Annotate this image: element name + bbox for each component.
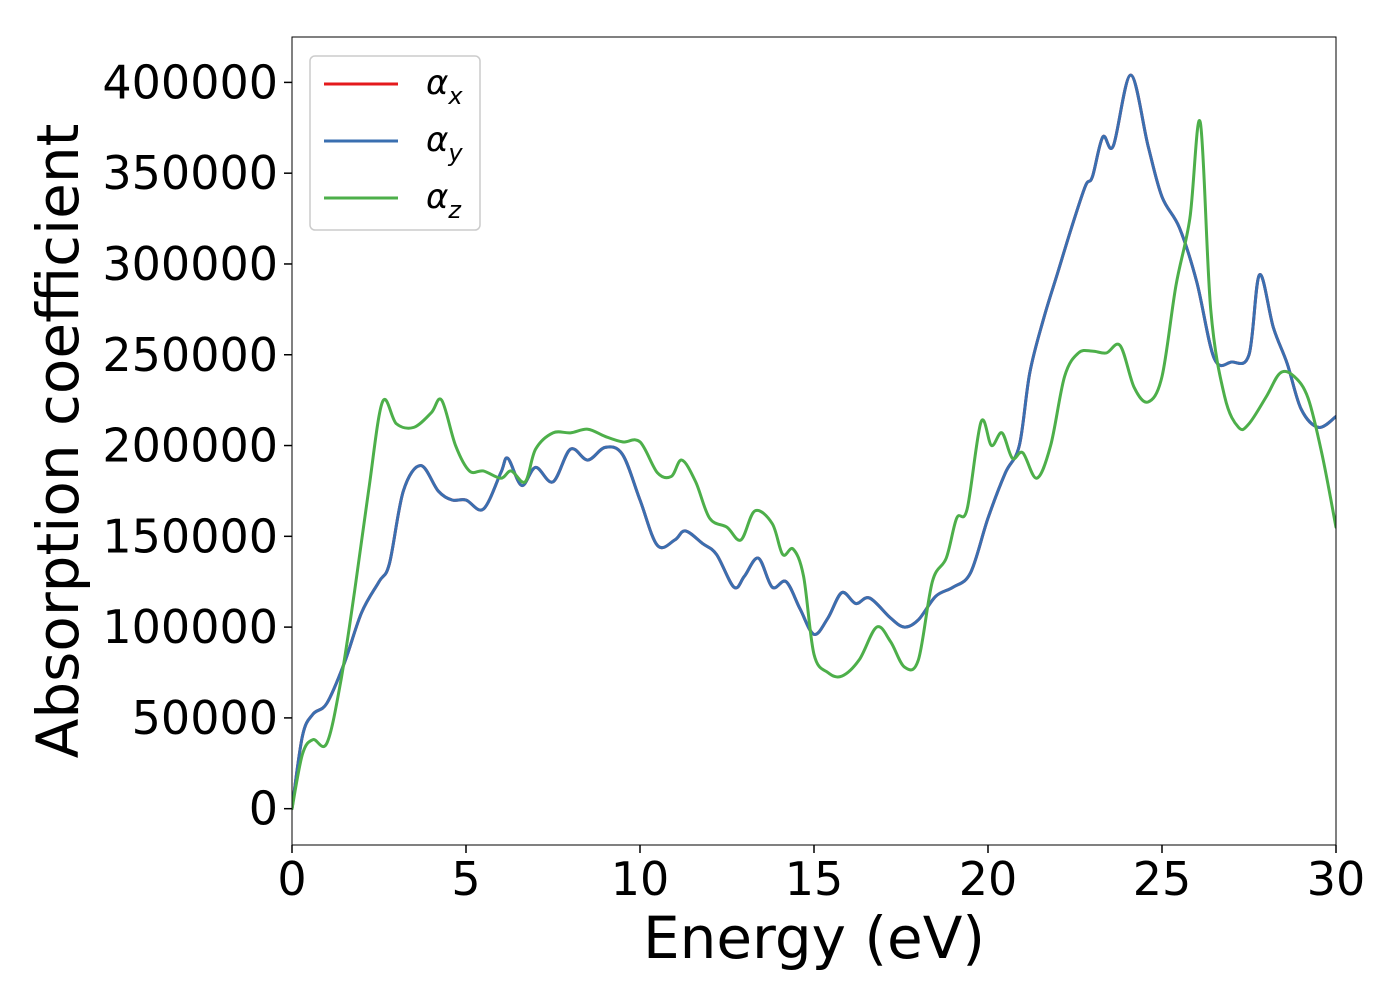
x-tick-label: 10: [611, 852, 670, 906]
y-tick-label: 200000: [102, 419, 278, 473]
x-tick-label: 0: [277, 852, 306, 906]
y-tick-label: 300000: [102, 237, 278, 291]
y-tick-label: 50000: [132, 691, 278, 745]
legend-label-z: αz: [426, 177, 462, 224]
legend-label-x: αx: [426, 63, 463, 110]
y-axis-title: Absorption coefficient: [24, 124, 92, 759]
legend: αx αy αz: [309, 55, 481, 231]
x-tick-label: 20: [959, 852, 1018, 906]
x-tick-label: 5: [451, 852, 480, 906]
y-tick-label: 100000: [102, 600, 278, 654]
y-tick-label: 400000: [102, 55, 278, 109]
y-tick-label: 350000: [102, 146, 278, 200]
series-line-y: [292, 73, 1336, 811]
x-tick-label: 15: [785, 852, 844, 906]
x-tick-label: 25: [1133, 852, 1192, 906]
y-tick-label: 0: [249, 782, 278, 836]
y-axis-ticks: 0 50000 100000 150000 200000 250000 300000 3500…: [102, 55, 292, 836]
series-line-z: [292, 119, 1336, 811]
y-tick-label: 250000: [102, 328, 278, 382]
legend-box: [309, 55, 481, 231]
x-axis-title: Energy (eV): [643, 904, 985, 972]
x-axis-ticks: 0 5 10 15 20 25 30: [277, 845, 1365, 906]
series-layer: [292, 73, 1336, 811]
x-tick-label: 30: [1307, 852, 1366, 906]
y-tick-label: 150000: [102, 509, 278, 563]
legend-label-y: αy: [426, 120, 463, 167]
